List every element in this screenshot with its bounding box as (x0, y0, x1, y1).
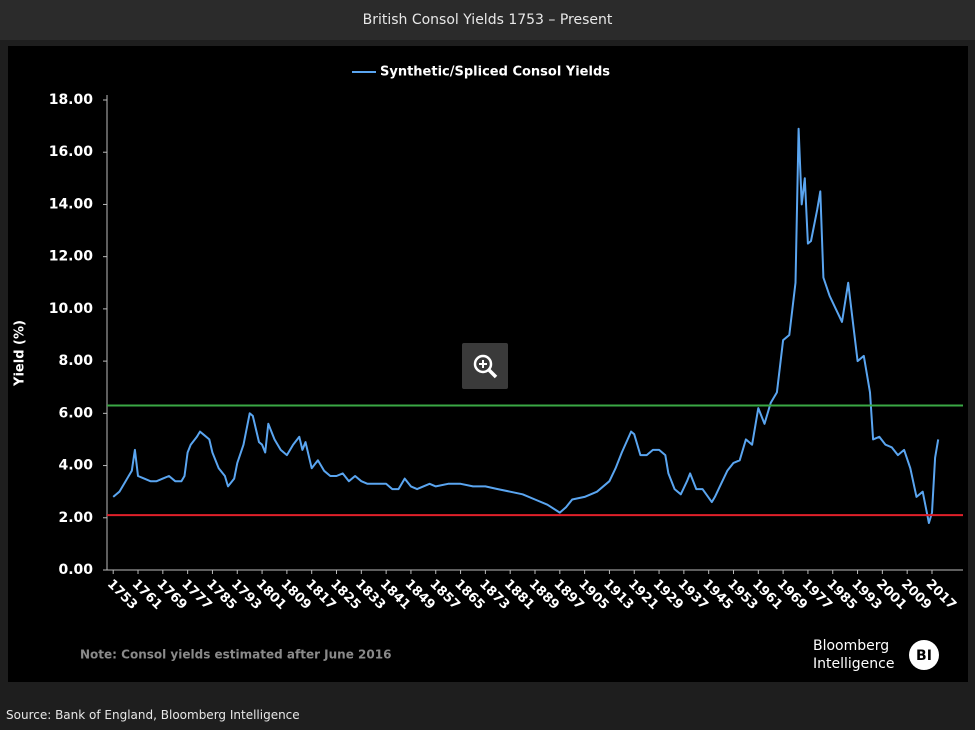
zoom-button[interactable] (462, 343, 508, 389)
legend-label: Synthetic/Spliced Consol Yields (380, 65, 610, 80)
logo-badge (909, 640, 939, 670)
note: Note: Consol yields estimated after June… (80, 648, 391, 662)
logo-badge-text: BI (916, 648, 932, 664)
y-tick-label: 18.00 (49, 92, 94, 108)
title-bar: British Consol Yields 1753 – Present (0, 0, 975, 40)
y-tick-label: 14.00 (49, 196, 94, 212)
y-axis-label: Yield (%) (13, 320, 28, 387)
y-tick-label: 8.00 (58, 353, 93, 369)
y-tick-label: 2.00 (58, 510, 93, 526)
y-tick-label: 0.00 (58, 562, 93, 578)
y-tick-label: 4.00 (58, 458, 93, 474)
y-tick-label: 12.00 (49, 249, 94, 265)
zoom-icon (473, 354, 498, 379)
source: Source: Bank of England, Bloomberg Intel… (0, 700, 975, 730)
data-line (112, 127, 940, 524)
y-tick-label: 16.00 (49, 144, 94, 160)
y-tick-label: 10.00 (49, 301, 94, 317)
logo-text: Intelligence (813, 656, 894, 672)
y-tick-label: 6.00 (58, 405, 93, 421)
logo-text: Bloomberg (813, 638, 889, 654)
